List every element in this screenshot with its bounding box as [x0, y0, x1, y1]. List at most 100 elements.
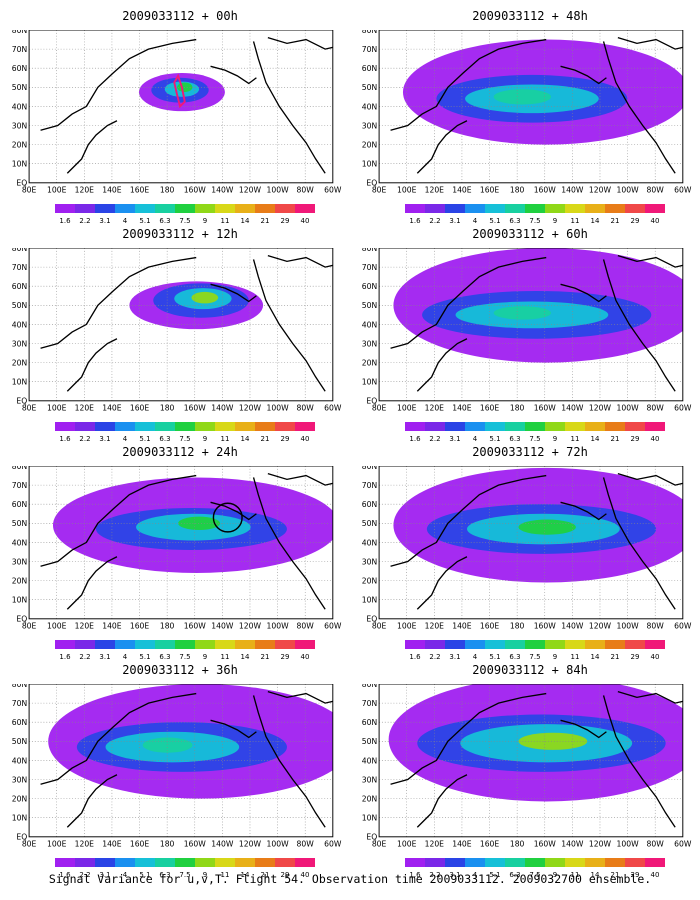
colorbar-label: 21 — [611, 653, 620, 661]
lat-label: 50N — [12, 737, 27, 746]
colorbar-swatch — [465, 422, 485, 431]
lat-label: EQ — [16, 615, 27, 624]
colorbar-swatch — [645, 640, 665, 649]
panel-title: 2009033112 + 24h — [122, 445, 238, 459]
colorbar-swatch — [255, 422, 275, 431]
colorbar-swatch — [465, 640, 485, 649]
colorbar-swatch — [195, 640, 215, 649]
colorbar-label: 3.1 — [449, 653, 460, 661]
colorbar-swatch — [545, 204, 565, 213]
colorbar-label: 29 — [631, 871, 640, 879]
colorbar-label: 3.1 — [449, 435, 460, 443]
lat-label: 10N — [12, 378, 27, 387]
variance-shading — [518, 732, 588, 750]
lon-label: 80W — [647, 403, 665, 412]
variance-shading — [178, 516, 221, 530]
lat-label: 70N — [12, 263, 27, 272]
lat-label: 30N — [12, 775, 27, 784]
lat-label: 30N — [12, 121, 27, 130]
colorbar-swatch — [75, 640, 95, 649]
lon-label: 100W — [267, 839, 290, 848]
colorbar-label: 5.1 — [489, 653, 500, 661]
lon-label: 100W — [267, 403, 290, 412]
colorbar-label: 40 — [651, 871, 660, 879]
colorbar-swatch — [235, 640, 255, 649]
colorbar-swatch — [155, 858, 175, 867]
colorbar-label: 3.1 — [449, 217, 460, 225]
coastline — [66, 774, 118, 828]
lon-label: 120W — [239, 839, 262, 848]
colorbar-label: 11 — [571, 435, 580, 443]
lon-label: 140E — [102, 403, 122, 412]
lon-label: 180 — [160, 403, 175, 412]
lon-label: 60W — [324, 621, 342, 630]
lon-label: 140E — [452, 621, 472, 630]
colorbar-swatch — [565, 422, 585, 431]
colorbar: 1.6 2.2 3.1 4 5.1 6.3 7.5 9 11 14 21 29 40 — [55, 640, 315, 661]
lat-label: 50N — [362, 301, 377, 310]
colorbar-swatch — [585, 422, 605, 431]
lat-label: 50N — [12, 83, 27, 92]
lat-label: 10N — [362, 814, 377, 823]
colorbar-swatch — [465, 204, 485, 213]
panel-title: 2009033112 + 12h — [122, 227, 238, 241]
lon-label: 60W — [674, 839, 692, 848]
colorbar-swatch — [525, 858, 545, 867]
lat-label: 40N — [12, 320, 27, 329]
colorbar-label: 11 — [571, 217, 580, 225]
coastline — [602, 41, 676, 174]
colorbar-swatch — [525, 204, 545, 213]
lon-label: 160W — [534, 403, 557, 412]
colorbar-label: 29 — [281, 871, 290, 879]
colorbar-swatch — [505, 422, 525, 431]
colorbar-swatch — [585, 204, 605, 213]
lon-label: 100E — [397, 185, 417, 194]
lat-label: 80N — [362, 248, 377, 253]
lon-label: 120E — [75, 621, 95, 630]
colorbar-label: 1.6 — [409, 435, 421, 443]
colorbar-swatch — [545, 422, 565, 431]
lon-label: 160W — [184, 839, 207, 848]
lat-label: 30N — [12, 557, 27, 566]
coastline — [416, 556, 468, 610]
colorbar-label: 40 — [301, 217, 310, 225]
lon-label: 100E — [47, 621, 67, 630]
colorbar-swatch — [195, 204, 215, 213]
colorbar-label: 11 — [571, 653, 580, 661]
colorbar-label: 3.1 — [449, 871, 460, 879]
colorbar-swatch — [625, 204, 645, 213]
colorbar-label: 9 — [553, 653, 557, 661]
colorbar-label: 6.3 — [509, 871, 520, 879]
colorbar-swatch — [525, 422, 545, 431]
lon-label: 120E — [75, 403, 95, 412]
colorbar-label: 11 — [221, 653, 230, 661]
colorbar-label: 3.1 — [99, 653, 110, 661]
coastline — [40, 256, 197, 349]
colorbar-swatch — [135, 640, 155, 649]
colorbar-label: 11 — [571, 871, 580, 879]
lat-label: EQ — [366, 179, 377, 188]
lat-label: 40N — [362, 538, 377, 547]
colorbar-swatch — [195, 858, 215, 867]
lon-label: 100E — [47, 839, 67, 848]
lat-label: EQ — [16, 397, 27, 406]
lon-label: 140W — [211, 403, 234, 412]
colorbar-label: 40 — [651, 653, 660, 661]
variance-shading — [493, 89, 552, 105]
lat-label: 40N — [12, 756, 27, 765]
colorbar-label: 1.6 — [59, 217, 71, 225]
lon-label: 80E — [22, 403, 37, 412]
colorbar-label: 5.1 — [139, 217, 150, 225]
lat-label: 60N — [362, 64, 377, 73]
lon-label: 120E — [425, 185, 445, 194]
colorbar-swatch — [425, 204, 445, 213]
lon-label: 120W — [239, 621, 262, 630]
lat-label: 70N — [12, 45, 27, 54]
colorbar-swatch — [115, 204, 135, 213]
lon-label: 160W — [534, 621, 557, 630]
lon-label: 120E — [425, 621, 445, 630]
lat-label: 80N — [362, 684, 377, 689]
lon-label: 100W — [267, 621, 290, 630]
colorbar-swatch — [275, 858, 295, 867]
